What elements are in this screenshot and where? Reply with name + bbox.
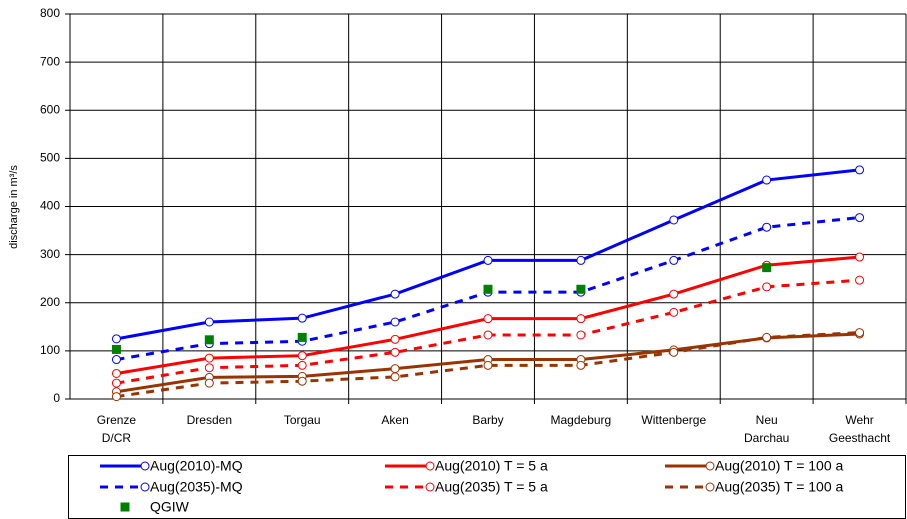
- marker: [576, 330, 586, 340]
- marker: [483, 360, 493, 370]
- marker: [855, 252, 865, 262]
- marker: [576, 360, 586, 370]
- y-tick-label: 0: [53, 391, 60, 405]
- marker: [762, 175, 772, 185]
- legend-marker: [140, 461, 150, 471]
- marker: [111, 378, 121, 388]
- legend-label: Aug(2010) T = 5 a: [435, 458, 548, 474]
- legend-label: Aug(2010) T = 100 a: [715, 458, 844, 474]
- marker: [483, 284, 493, 294]
- y-tick-label: 400: [40, 199, 60, 213]
- x-tick-label: Torgau: [284, 413, 321, 427]
- legend-marker: [140, 482, 150, 492]
- legend-label: Aug(2035)-MQ: [150, 479, 243, 495]
- series-line: [116, 331, 860, 399]
- marker: [297, 313, 307, 323]
- marker: [483, 314, 493, 324]
- marker: [669, 255, 679, 265]
- marker: [855, 328, 865, 338]
- marker: [390, 364, 400, 374]
- legend-marker: [120, 502, 130, 512]
- marker: [204, 363, 214, 373]
- x-tick-label: Aken: [381, 413, 408, 427]
- marker: [204, 378, 214, 388]
- marker: [855, 213, 865, 223]
- legend-marker: [705, 482, 715, 492]
- marker: [576, 255, 586, 265]
- marker: [297, 332, 307, 342]
- legend-label: Aug(2010)-MQ: [150, 458, 243, 474]
- marker: [669, 289, 679, 299]
- y-tick-label: 200: [40, 295, 60, 309]
- legend-label: Aug(2035) T = 5 a: [435, 479, 548, 495]
- marker: [297, 360, 307, 370]
- marker: [855, 165, 865, 175]
- marker: [762, 222, 772, 232]
- marker: [297, 376, 307, 386]
- marker: [390, 289, 400, 299]
- x-tick-label: Grenze D/CR: [97, 413, 137, 445]
- y-tick-label: 100: [40, 343, 60, 357]
- y-tick-label: 300: [40, 247, 60, 261]
- marker: [204, 317, 214, 327]
- y-axis-label: discharge in m³/s: [8, 165, 20, 249]
- legend-marker: [425, 461, 435, 471]
- legend-box: [68, 455, 906, 519]
- marker: [483, 255, 493, 265]
- marker: [111, 368, 121, 378]
- x-tick-label: Wittenberge: [641, 413, 706, 427]
- legend-marker: [705, 461, 715, 471]
- y-tick-label: 600: [40, 102, 60, 116]
- marker: [669, 215, 679, 225]
- y-tick-label: 700: [40, 54, 60, 68]
- marker: [111, 392, 121, 402]
- marker: [111, 334, 121, 344]
- y-tick-label: 800: [40, 6, 60, 20]
- y-tick-label: 500: [40, 151, 60, 165]
- marker: [390, 317, 400, 327]
- marker: [204, 353, 214, 363]
- marker: [762, 282, 772, 292]
- x-tick-label: Barby: [472, 413, 503, 427]
- marker: [111, 344, 121, 354]
- x-tick-label: Magdeburg: [551, 413, 612, 427]
- legend-label: Aug(2035) T = 100 a: [715, 479, 844, 495]
- marker: [762, 332, 772, 342]
- x-tick-label: Wehr Geesthacht: [829, 413, 891, 445]
- x-tick-label: Neu Darchau: [744, 413, 789, 445]
- marker: [669, 347, 679, 357]
- marker: [297, 351, 307, 361]
- marker: [390, 372, 400, 382]
- legend-label: QGIW: [150, 499, 190, 515]
- marker: [855, 275, 865, 285]
- marker: [483, 330, 493, 340]
- legend-marker: [425, 482, 435, 492]
- marker: [390, 347, 400, 357]
- marker: [669, 307, 679, 317]
- marker: [204, 335, 214, 345]
- marker: [390, 334, 400, 344]
- marker: [111, 355, 121, 365]
- x-tick-label: Dresden: [187, 413, 232, 427]
- marker: [762, 263, 772, 273]
- marker: [576, 314, 586, 324]
- marker: [576, 284, 586, 294]
- legend: Aug(2010)-MQ Aug(2010) T = 5 a Aug(2010) T…: [68, 455, 906, 519]
